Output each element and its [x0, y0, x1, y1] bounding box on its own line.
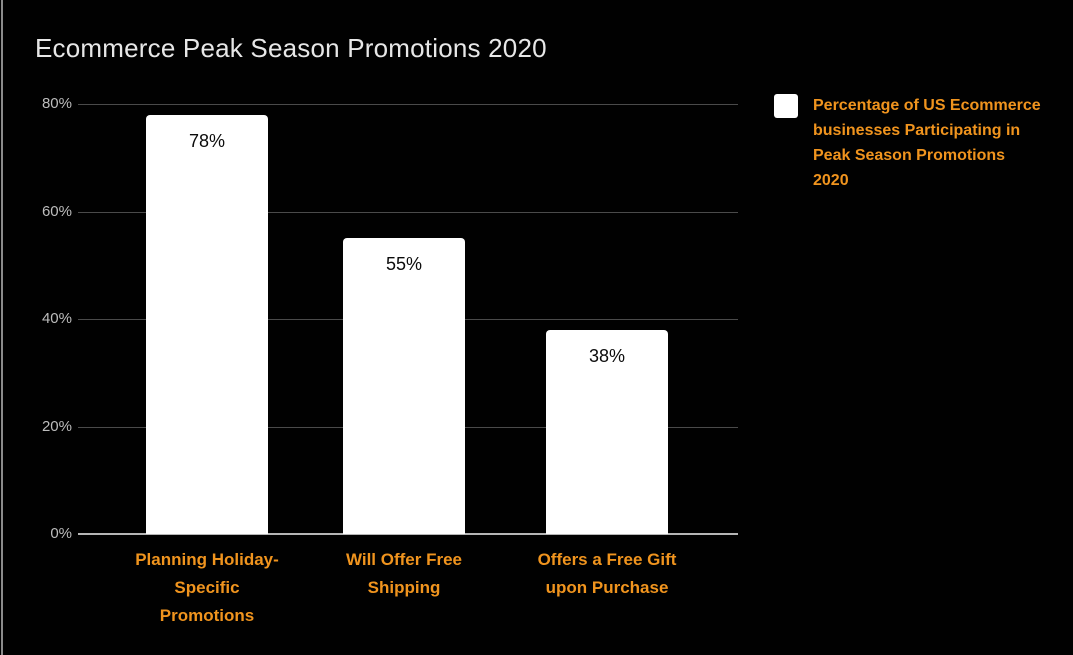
- y-axis-tick-label: 20%: [41, 418, 72, 435]
- bar[interactable]: [343, 238, 465, 534]
- category-label-line: Specific: [174, 578, 240, 597]
- y-axis-tick-label: 80%: [41, 95, 72, 112]
- window-left-edge: [1, 0, 3, 655]
- bar[interactable]: [546, 330, 668, 534]
- gridline: [78, 212, 738, 213]
- category-label: Offers a Free Gift upon Purchase: [502, 546, 712, 602]
- y-axis-tick-label: 40%: [41, 310, 72, 327]
- bar-value-label: 55%: [385, 254, 423, 274]
- category-label-line: Planning Holiday-: [135, 550, 279, 569]
- category-label-line: Promotions: [159, 606, 255, 625]
- x-axis-baseline: [78, 533, 738, 535]
- category-label-line: upon Purchase: [545, 578, 669, 597]
- category-label: Planning Holiday- Specific Promotions: [102, 546, 312, 630]
- bar-value-label: 78%: [188, 131, 226, 151]
- gridline: [78, 104, 738, 105]
- y-axis-tick-label: 0%: [50, 525, 72, 542]
- legend-label: Percentage of US Ecommerce businesses Pa…: [813, 97, 1041, 189]
- legend-swatch-icon: [774, 94, 798, 118]
- category-label: Will Offer Free Shipping: [299, 546, 509, 602]
- bar[interactable]: [146, 115, 268, 534]
- bar-value-label: 38%: [588, 346, 626, 366]
- category-label-line: Offers a Free Gift: [537, 550, 677, 569]
- category-label-line: Will Offer Free: [345, 550, 463, 569]
- chart-title: Ecommerce Peak Season Promotions 2020: [35, 33, 547, 63]
- y-axis-tick-label: 60%: [41, 203, 72, 220]
- category-label-line: Shipping: [367, 578, 441, 597]
